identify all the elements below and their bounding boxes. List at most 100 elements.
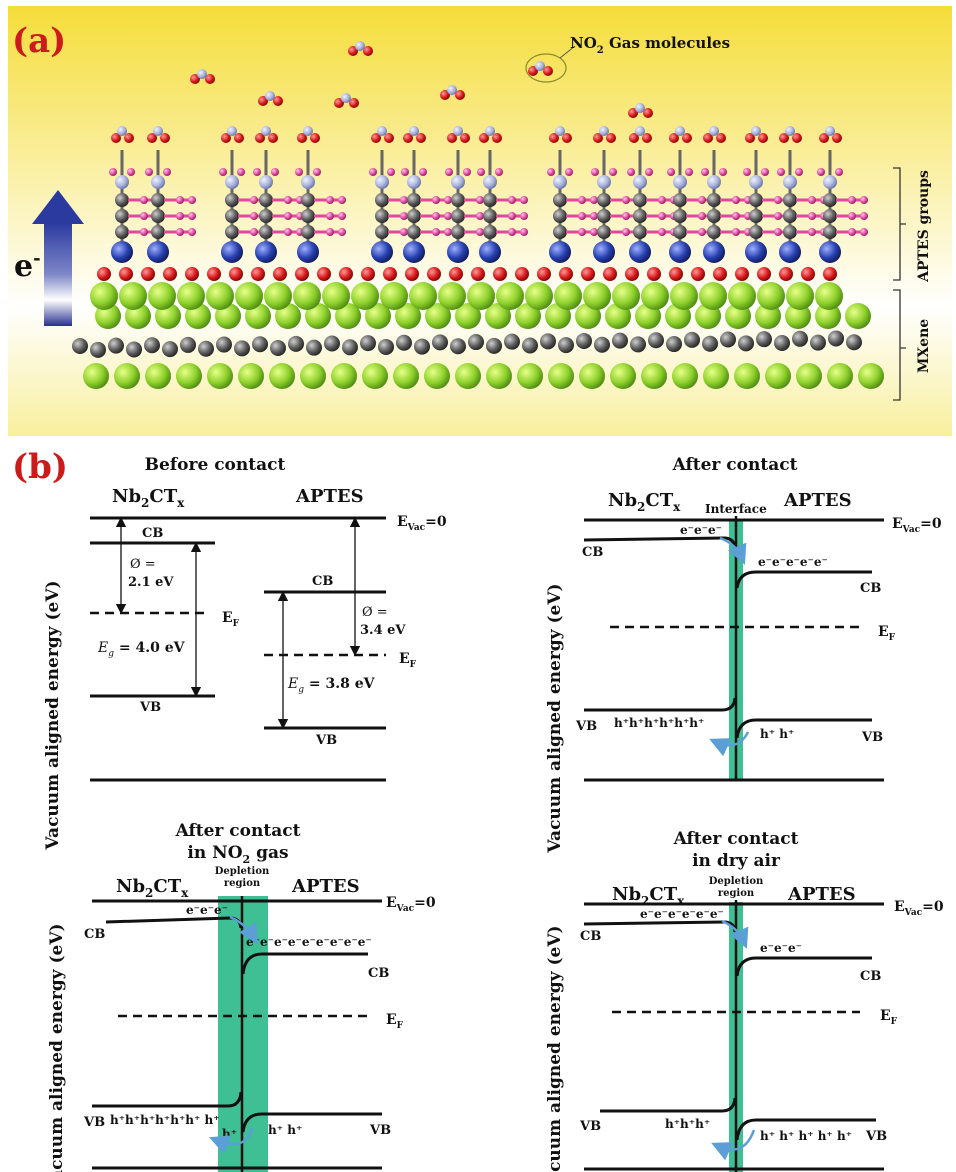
hydrogen-atom [145,168,153,176]
hydrogen-atom [188,228,196,236]
dry-right-material: APTES [787,884,856,905]
after-contact-title: After contact [672,455,798,475]
oxygen-atom [832,133,842,143]
carbon-atom [360,335,376,352]
hydrogen-atom [808,228,816,236]
vb-label-after-left: VB [575,719,597,734]
oxygen-atom [549,133,559,143]
ti-atom [827,363,853,389]
nitrogen-atom [341,93,351,103]
oxygen-atom [703,133,713,143]
no2-right-material: APTES [291,876,360,897]
carbon-atom [375,209,389,223]
ef-label-right: EF [399,651,417,670]
oxygen-atom [455,90,465,100]
nitrogen-atom [675,126,685,136]
ti-atom [765,363,791,389]
ti-atom [119,282,147,310]
oxygen-atom [97,267,111,281]
oxygen-atom [205,74,215,84]
holes-dry-right: h⁺ h⁺ h⁺ h⁺ h⁺ [760,1129,852,1143]
oxygen-atom [383,267,397,281]
carbon-atom [483,209,497,223]
ef-label-after: EF [878,624,896,643]
hydrogen-atom [419,168,427,176]
hydrogen-atom [400,228,408,236]
carbon-atom [407,193,421,207]
ti-atom [815,303,841,329]
hydrogen-atom [667,168,675,176]
oxygen-atom [735,267,749,281]
hydrogen-atom [219,168,227,176]
cb-right-bent-dry [735,956,872,977]
hydrogen-atom [645,168,653,176]
electrons-after-left: e⁻e⁻e⁻ [680,523,722,537]
nitrogen-atom [673,175,687,189]
cb-label-right: CB [312,574,333,589]
ti-atom [438,282,466,310]
hydrogen-atom [237,168,245,176]
evac-label-dry: EVac=0 [894,899,944,918]
hydrogen-atom [578,228,586,236]
hydrogen-atom [622,212,630,220]
electrons-no2-right: e⁻e⁻e⁻e⁻e⁻e⁻e⁻e⁻e⁻ [246,935,372,949]
hydrogen-atom [400,212,408,220]
ti-atom [365,303,391,329]
ti-atom [425,303,451,329]
ti-atom [796,363,822,389]
carbon-atom [301,209,315,223]
oxygen-atom [682,133,692,143]
hydrogen-atom [547,168,555,176]
oxygen-atom [779,267,793,281]
ti-atom [554,282,582,310]
carbon-atom [115,193,129,207]
oxygen-atom [334,98,344,108]
oxygen-atom [348,46,358,56]
oxygen-atom [647,267,661,281]
hydrogen-atom [271,168,279,176]
hydrogen-atom [774,228,782,236]
carbon-atom [648,332,664,349]
no2-title-line2: in NO2 gas [187,843,288,866]
oxygen-atom [643,108,653,118]
oxygen-atom [440,90,450,100]
hydrogen-atom [508,228,516,236]
nitrogen-atom [535,61,545,71]
nitrogen-atom [447,85,457,95]
ef-label-no2: EF [386,1012,404,1031]
oxygen-atom [629,133,639,143]
nitrogen-atom [225,175,239,189]
carbon-atom [270,340,286,357]
hydrogen-atom [591,168,599,176]
hole-transfer-arrow-dry [711,1129,756,1161]
carbon-atom [749,209,763,223]
electron-transfer-arrow-no2 [229,915,258,945]
carbon-atom [407,209,421,223]
carbon-atom [180,336,196,353]
carbon-atom [151,193,165,207]
cb-right-bent-no2 [241,952,368,975]
ti-atom [610,363,636,389]
phi-left-label: Ø = [130,557,156,572]
carbon-atom [115,209,129,223]
oxygen-atom [147,133,157,143]
oxygen-atom [745,133,755,143]
carbon-atom [225,225,239,239]
cb-label-dry-left: CB [580,929,601,944]
hydrogen-atom [860,212,868,220]
hydrogen-atom [627,168,635,176]
nitrogen-atom [227,126,237,136]
vb-label-dry-left: VB [579,1119,601,1134]
nitrogen-atom [635,126,645,136]
hydrogen-atom [338,228,346,236]
cb-label-no2-left: CB [84,927,105,942]
hydrogen-atom [578,212,586,220]
carbon-atom [504,333,520,350]
carbon-atom [749,193,763,207]
panel-b-label: (b) [12,447,68,487]
silicon-atom [371,241,393,263]
ti-atom [455,363,481,389]
carbon-atom [451,209,465,223]
carbon-atom [342,339,358,356]
carbon-atom [707,225,721,239]
